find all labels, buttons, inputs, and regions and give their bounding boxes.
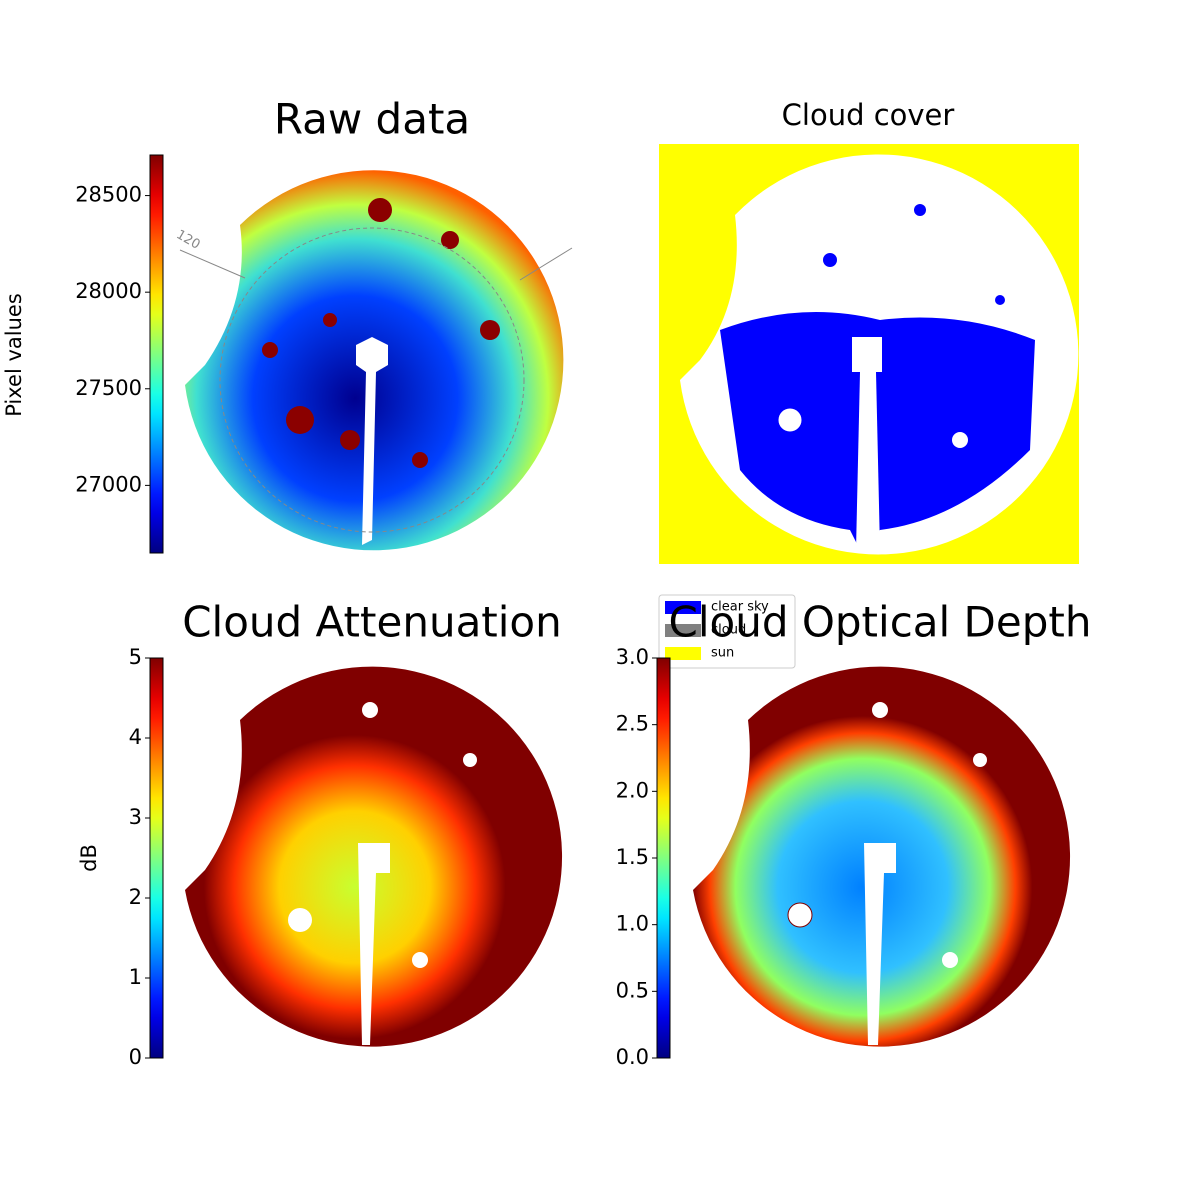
- tick-label: 0.5: [616, 978, 649, 1002]
- panel-title: Cloud Attenuation: [182, 598, 562, 647]
- panel-title: Cloud cover: [782, 98, 955, 132]
- tick-label: 1.0: [616, 912, 649, 936]
- tick-label: 1.5: [616, 845, 649, 869]
- raw-image: [179, 170, 573, 551]
- tick-label: 0: [129, 1045, 142, 1069]
- tick-label: 3.0: [616, 645, 649, 669]
- tick-label: 2.5: [616, 712, 649, 736]
- tick-label: 1: [129, 965, 142, 989]
- tick-label: 5: [129, 645, 142, 669]
- panel-title: Cloud Optical Depth: [669, 598, 1092, 647]
- colorbar: [656, 657, 671, 1059]
- tick-label: 28000: [75, 279, 142, 303]
- tick-label: 2.0: [616, 778, 649, 802]
- optical-depth-image: [693, 666, 1071, 1047]
- tick-label: 4: [129, 725, 142, 749]
- legend-text: clear sky: [711, 600, 769, 615]
- colorbar-label: Pixel values: [2, 293, 26, 417]
- tick-label: 28500: [75, 183, 142, 207]
- legend-text: sun: [711, 646, 734, 661]
- legend-swatch: [665, 647, 701, 660]
- tick-label: 0.0: [616, 1045, 649, 1069]
- tick-label: 2: [129, 885, 142, 909]
- tick-label: 27500: [75, 376, 142, 400]
- colorbar-label: dB: [77, 844, 101, 872]
- colorbar: [149, 657, 164, 1059]
- polar-annotation: 120: [173, 227, 202, 252]
- tick-label: 27000: [75, 472, 142, 496]
- legend-text: cloud: [711, 623, 746, 638]
- cloud-cover-image: [659, 144, 1079, 564]
- panel-title: Raw data: [274, 95, 470, 144]
- tick-label: 3: [129, 805, 142, 829]
- attenuation-image: [185, 666, 563, 1047]
- legend-swatch: [665, 601, 701, 614]
- colorbar: [149, 154, 164, 554]
- legend-swatch: [665, 624, 701, 637]
